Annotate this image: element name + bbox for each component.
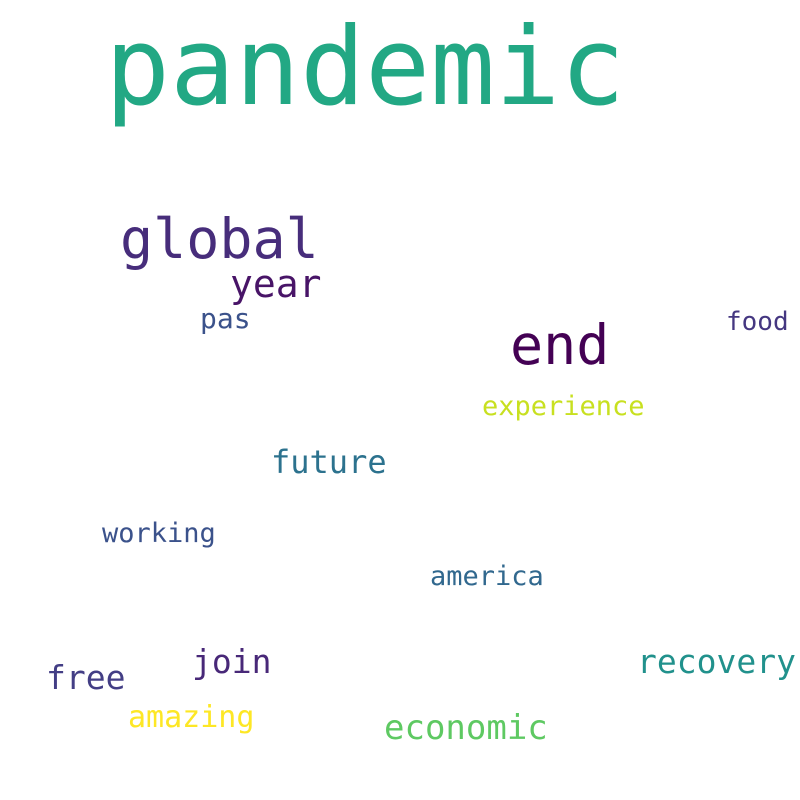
word-economic: economic (384, 708, 548, 748)
word-year: year (230, 262, 322, 306)
word-experience: experience (482, 391, 645, 422)
word-amazing: amazing (128, 700, 255, 735)
word-working: working (102, 518, 216, 549)
word-future: future (271, 443, 387, 481)
word-recovery: recovery (637, 642, 796, 681)
word-food: food (726, 307, 789, 337)
word-america: america (430, 561, 544, 592)
word-pandemic: pandemic (105, 5, 626, 130)
word-global: global (120, 207, 319, 271)
word-pas: pas (200, 302, 251, 335)
word-join: join (192, 642, 272, 681)
word-free: free (46, 658, 126, 697)
word-end: end (510, 313, 610, 377)
